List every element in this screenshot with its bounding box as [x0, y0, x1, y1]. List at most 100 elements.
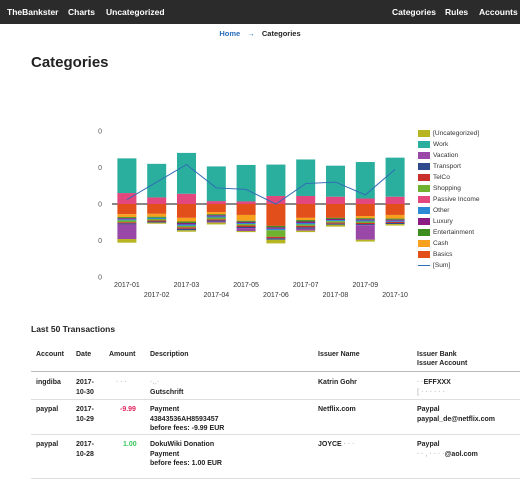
bar-segment — [385, 204, 405, 215]
bar-segment — [147, 213, 167, 217]
legend-item[interactable]: [Uncategorized] — [418, 128, 518, 139]
x-tick-label: 2017-01 — [114, 282, 140, 289]
col-header-issuer-name[interactable]: Issuer Name — [318, 351, 360, 358]
bar-segment — [147, 222, 167, 224]
legend-label: Work — [433, 141, 449, 148]
row-issuer-name-redacted: · · · — [341, 441, 355, 448]
legend-item[interactable]: [Sum] — [418, 260, 518, 271]
bar-segment — [296, 195, 316, 204]
bar-segment — [236, 164, 256, 202]
legend-item[interactable]: Work — [418, 139, 518, 150]
bar-segment — [266, 225, 286, 228]
bar-segment — [206, 166, 226, 202]
col-header-description[interactable]: Description — [150, 351, 189, 358]
legend-label: Passive Income — [433, 196, 480, 203]
bar-segment — [236, 231, 256, 233]
legend-item[interactable]: Entertainment — [418, 227, 518, 238]
bar-segment — [326, 218, 345, 221]
row-issuer-name: Katrin Gohr — [318, 379, 357, 386]
nav-link-categories[interactable]: Categories — [392, 7, 436, 17]
legend-label: Shopping — [433, 185, 461, 192]
y-tick-label: 0 — [98, 165, 102, 172]
nav-link-charts[interactable]: Charts — [68, 7, 95, 17]
table-header-divider — [31, 371, 520, 372]
legend-item[interactable]: Vacation — [418, 150, 518, 161]
bar-segment — [266, 204, 286, 226]
row-issuer-account: @aol.com — [444, 450, 478, 458]
legend-swatch — [418, 218, 430, 225]
legend-item[interactable]: Basics — [418, 249, 518, 260]
legend-label: Transport — [433, 163, 461, 170]
legend-swatch — [418, 240, 430, 247]
x-tick-label: 2017-09 — [352, 282, 378, 289]
row-description-line1: Payment — [150, 406, 180, 413]
legend-swatch — [418, 141, 430, 148]
bar-segment — [296, 227, 316, 229]
col-header-account[interactable]: Account — [36, 351, 64, 358]
col-header-issuer-bank-label: Issuer Bank — [417, 351, 457, 358]
bar-segment — [147, 197, 167, 204]
bar-segment — [147, 163, 167, 198]
row-bank: Paypal — [417, 441, 440, 448]
legend-label: TelCo — [433, 174, 450, 181]
bar-segment — [236, 204, 256, 215]
row-description: Payment 43843536AH8593457 before fees: -… — [150, 405, 224, 434]
row-divider — [31, 434, 520, 435]
legend-item[interactable]: Luxury — [418, 216, 518, 227]
legend-label: [Sum] — [433, 262, 451, 269]
bar-segment — [236, 224, 256, 226]
bar-segment — [117, 223, 137, 225]
bar-segment — [117, 219, 137, 221]
bar-segment — [385, 224, 405, 226]
legend-swatch — [418, 229, 430, 236]
bar-segment — [236, 201, 256, 204]
bar-segment — [206, 212, 226, 215]
bar-segment — [177, 230, 196, 232]
row-description-line2: 43843536AH8593457 — [150, 415, 219, 423]
bar-segment — [206, 215, 226, 217]
bar-segment — [147, 204, 167, 214]
legend-item[interactable]: Other — [418, 205, 518, 216]
bar-segment — [117, 158, 137, 194]
bar-segment — [296, 230, 316, 233]
nav-link-uncategorized[interactable]: Uncategorized — [106, 7, 165, 17]
x-tick-label: 2017-06 — [263, 292, 289, 299]
legend-label: Vacation — [433, 152, 459, 159]
row-date-line1: 2017- — [76, 406, 94, 413]
legend-line-swatch — [418, 265, 430, 266]
col-header-issuer-bank[interactable]: Issuer Bank Issuer Account — [417, 350, 467, 368]
col-header-amount[interactable]: Amount — [109, 351, 136, 358]
legend-item[interactable]: Passive Income — [418, 194, 518, 205]
brand-link[interactable]: TheBankster — [7, 7, 59, 17]
legend-swatch — [418, 251, 430, 258]
row-issuer-bank: · ·EFFXXX [ · · · · · · — [417, 378, 451, 397]
row-date-line1: 2017- — [76, 441, 94, 448]
breadcrumb-home[interactable]: Home — [219, 29, 241, 38]
col-header-date[interactable]: Date — [76, 351, 92, 358]
x-tick-label: 2017-08 — [323, 292, 349, 299]
bar-segment — [326, 165, 345, 197]
bar-segment — [355, 225, 375, 240]
row-amount-redacted: · · · — [116, 379, 127, 386]
bar-segment — [266, 238, 286, 240]
row-account: paypal — [36, 406, 59, 413]
legend-swatch — [418, 152, 430, 159]
bar-segment — [326, 223, 345, 225]
legend-item[interactable]: Cash — [418, 238, 518, 249]
x-tick-label: 2017-05 — [233, 282, 259, 289]
bar-segment — [177, 152, 196, 194]
page-title: Categories — [31, 54, 109, 71]
bar-segment — [147, 216, 167, 218]
nav-link-accounts[interactable]: Accounts — [479, 7, 518, 17]
bar-segment — [117, 220, 137, 223]
bar-segment — [206, 222, 226, 225]
bar-segment — [326, 222, 345, 224]
x-tick-label: 2017-03 — [174, 282, 200, 289]
bar-segment — [266, 228, 286, 231]
bar-segment — [117, 204, 137, 215]
legend-item[interactable]: TelCo — [418, 172, 518, 183]
legend-item[interactable]: Transport — [418, 161, 518, 172]
nav-link-rules[interactable]: Rules — [445, 7, 469, 17]
bar-segment — [206, 219, 226, 221]
legend-item[interactable]: Shopping — [418, 183, 518, 194]
